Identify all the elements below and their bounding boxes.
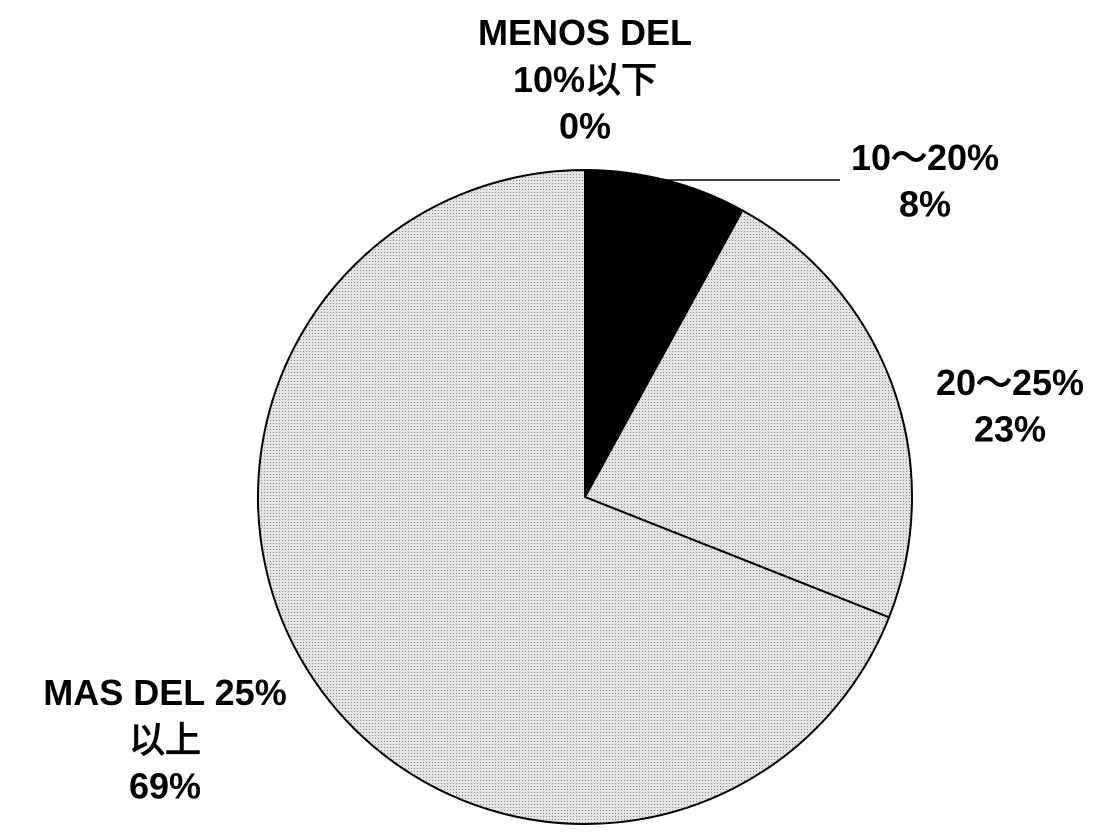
category-label: 20〜25% — [936, 362, 1084, 403]
category-label: MAS DEL 25%以上 — [43, 672, 286, 760]
pie-slice — [583, 209, 913, 619]
pie-slice — [584, 168, 744, 498]
value-label: 23% — [974, 409, 1046, 450]
value-label: 8% — [899, 184, 951, 225]
value-label: 69% — [129, 766, 201, 807]
category-label: MENOS DEL 10%以下 — [478, 12, 692, 100]
pie-slice — [257, 168, 891, 825]
value-label: 0% — [559, 106, 611, 147]
category-label: 10〜20% — [851, 137, 999, 178]
